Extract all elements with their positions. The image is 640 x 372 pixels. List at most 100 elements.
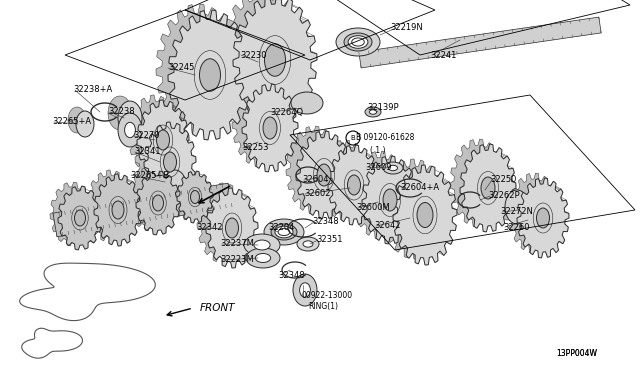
Ellipse shape xyxy=(369,110,376,114)
Text: 32602: 32602 xyxy=(304,189,330,199)
Ellipse shape xyxy=(336,28,380,56)
Text: 32600M: 32600M xyxy=(356,203,390,212)
Text: 32219N: 32219N xyxy=(390,23,423,32)
Ellipse shape xyxy=(297,237,319,251)
Polygon shape xyxy=(232,79,288,167)
Ellipse shape xyxy=(481,177,495,199)
Text: 32241: 32241 xyxy=(430,51,456,60)
Ellipse shape xyxy=(271,224,297,240)
Polygon shape xyxy=(460,144,516,232)
Ellipse shape xyxy=(125,122,136,138)
Ellipse shape xyxy=(383,189,397,211)
Ellipse shape xyxy=(67,206,77,222)
Text: B 09120-61628: B 09120-61628 xyxy=(356,134,414,142)
Polygon shape xyxy=(393,165,457,265)
Polygon shape xyxy=(359,17,601,68)
Ellipse shape xyxy=(104,197,116,215)
Ellipse shape xyxy=(275,226,293,238)
Polygon shape xyxy=(68,120,94,124)
Ellipse shape xyxy=(383,162,403,174)
Text: FRONT: FRONT xyxy=(200,303,236,313)
Ellipse shape xyxy=(254,240,270,250)
Polygon shape xyxy=(137,100,189,180)
Polygon shape xyxy=(242,84,298,172)
Polygon shape xyxy=(362,156,418,244)
Ellipse shape xyxy=(406,196,422,221)
Ellipse shape xyxy=(300,283,310,297)
Ellipse shape xyxy=(253,38,273,70)
Ellipse shape xyxy=(278,228,290,235)
Text: 32270: 32270 xyxy=(133,131,159,141)
Ellipse shape xyxy=(145,191,156,207)
Text: B: B xyxy=(351,135,355,141)
Ellipse shape xyxy=(263,117,277,139)
Text: 32265+A: 32265+A xyxy=(52,118,91,126)
Ellipse shape xyxy=(68,107,86,133)
Polygon shape xyxy=(108,113,142,118)
Text: 32604: 32604 xyxy=(302,176,328,185)
Ellipse shape xyxy=(373,184,387,206)
Text: 13PP004W: 13PP004W xyxy=(556,350,597,359)
Ellipse shape xyxy=(118,101,142,135)
Polygon shape xyxy=(170,168,206,220)
Text: 32348: 32348 xyxy=(278,270,305,279)
Ellipse shape xyxy=(112,201,124,219)
Ellipse shape xyxy=(505,190,529,224)
Ellipse shape xyxy=(264,219,304,245)
Ellipse shape xyxy=(344,33,372,51)
Ellipse shape xyxy=(264,44,285,76)
Ellipse shape xyxy=(188,53,209,85)
Polygon shape xyxy=(286,126,342,214)
Polygon shape xyxy=(296,131,352,219)
Polygon shape xyxy=(319,140,371,220)
Ellipse shape xyxy=(388,165,397,171)
Text: 32348: 32348 xyxy=(312,218,339,227)
Polygon shape xyxy=(177,171,213,223)
Polygon shape xyxy=(128,95,180,175)
Polygon shape xyxy=(58,186,102,250)
Text: 32351: 32351 xyxy=(316,235,342,244)
Ellipse shape xyxy=(303,241,313,247)
Polygon shape xyxy=(496,203,529,207)
Text: 00922-13000: 00922-13000 xyxy=(302,292,353,301)
Ellipse shape xyxy=(536,208,550,228)
Ellipse shape xyxy=(163,152,177,172)
Text: 32341: 32341 xyxy=(134,148,161,157)
Ellipse shape xyxy=(164,170,186,200)
Ellipse shape xyxy=(253,112,267,134)
Polygon shape xyxy=(197,183,249,263)
Ellipse shape xyxy=(200,59,221,91)
Text: 32642: 32642 xyxy=(374,221,401,231)
Ellipse shape xyxy=(348,36,368,48)
Text: 13PP004W: 13PP004W xyxy=(556,350,597,359)
Text: 32604+A: 32604+A xyxy=(400,183,439,192)
Ellipse shape xyxy=(352,38,364,46)
Ellipse shape xyxy=(152,195,163,211)
Ellipse shape xyxy=(157,130,170,150)
Polygon shape xyxy=(50,182,94,246)
Text: 32262P: 32262P xyxy=(488,192,520,201)
Ellipse shape xyxy=(154,147,168,167)
Ellipse shape xyxy=(339,170,351,190)
Text: 32230: 32230 xyxy=(240,51,266,60)
Text: 32238+A: 32238+A xyxy=(73,86,112,94)
Ellipse shape xyxy=(365,107,381,117)
Ellipse shape xyxy=(74,210,86,226)
Polygon shape xyxy=(128,167,172,231)
Ellipse shape xyxy=(527,203,541,223)
Polygon shape xyxy=(277,97,323,103)
Text: 32237M: 32237M xyxy=(220,240,254,248)
Ellipse shape xyxy=(244,234,280,256)
Polygon shape xyxy=(517,178,569,258)
Ellipse shape xyxy=(246,248,280,268)
Ellipse shape xyxy=(417,202,433,228)
Polygon shape xyxy=(352,151,408,239)
Polygon shape xyxy=(206,188,258,268)
Ellipse shape xyxy=(76,111,94,137)
Polygon shape xyxy=(53,183,232,237)
Ellipse shape xyxy=(108,96,132,130)
Text: 32223M: 32223M xyxy=(220,256,253,264)
Ellipse shape xyxy=(277,86,309,108)
Ellipse shape xyxy=(255,253,271,263)
Text: 32609: 32609 xyxy=(365,163,392,171)
